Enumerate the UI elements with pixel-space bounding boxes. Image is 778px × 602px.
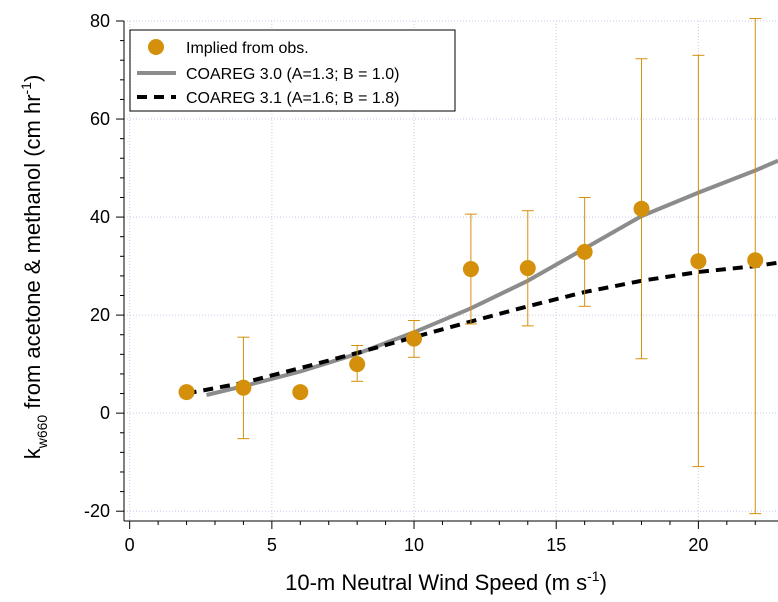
y-tick-label: 80 <box>90 11 110 31</box>
legend-label-observed: Implied from obs. <box>186 40 309 57</box>
series-lines <box>186 158 778 397</box>
y-tick-label: 40 <box>90 207 110 227</box>
data-point <box>747 252 764 269</box>
axes: 0 5 10 15 20 -20 0 20 40 60 80 <box>84 11 778 555</box>
x-tick-label: 0 <box>125 535 135 555</box>
legend-label-coareg31: COAREG 3.1 (A=1.6; B = 1.8) <box>186 90 399 107</box>
data-point <box>519 260 536 277</box>
y-tick-label: -20 <box>84 501 110 521</box>
legend-label-coareg30: COAREG 3.0 (A=1.3; B = 1.0) <box>186 66 399 83</box>
x-tick-label: 10 <box>404 535 424 555</box>
legend-marker-observed <box>148 39 164 55</box>
y-tick-label: 20 <box>90 305 110 325</box>
legend-box <box>129 29 456 112</box>
y-tick-label: 0 <box>100 403 110 423</box>
x-tick-label: 20 <box>688 535 708 555</box>
x-tick-label: 5 <box>267 535 277 555</box>
series-line-1 <box>206 158 778 397</box>
data-point <box>178 384 195 401</box>
data-point <box>349 356 366 373</box>
y-tick-label: 60 <box>90 109 110 129</box>
data-point <box>406 330 423 347</box>
series-line-2 <box>186 260 778 396</box>
data-point <box>576 243 593 260</box>
x-axis-title: 10-m Neutral Wind Speed (m s-1) <box>285 568 607 595</box>
x-tick-label: 15 <box>546 535 566 555</box>
series-points <box>178 18 764 515</box>
legend: Implied from obs. COAREG 3.0 (A=1.3; B =… <box>129 29 456 112</box>
data-point <box>235 379 252 396</box>
data-point <box>690 253 707 270</box>
y-axis-title: kw660 from acetone & methanol (cm hr-1) <box>18 75 50 460</box>
data-point <box>462 261 479 278</box>
data-point <box>292 384 309 401</box>
data-point <box>633 200 650 217</box>
